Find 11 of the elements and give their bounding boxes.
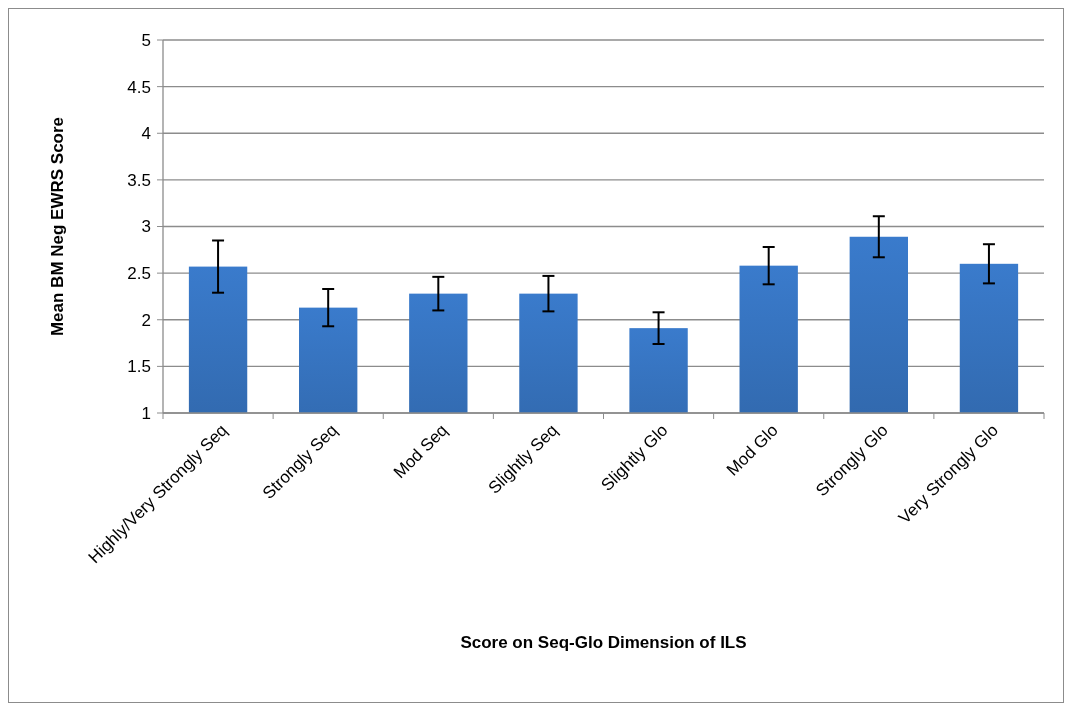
y-tick-label: 1.5 [127, 357, 151, 377]
y-tick-label: 1 [141, 403, 151, 423]
y-tick-label: 5 [141, 30, 151, 50]
x-axis-title: Score on Seq-Glo Dimension of ILS [460, 633, 747, 652]
y-tick-label: 3 [141, 217, 151, 237]
y-tick-label: 4 [141, 124, 151, 144]
y-tick-label: 2.5 [127, 264, 151, 284]
y-axis-title: Mean BM Neg EWRS Score [48, 116, 67, 337]
y-tick-label: 4.5 [127, 77, 151, 97]
y-tick-label: 2 [141, 310, 151, 330]
y-tick-label: 3.5 [127, 170, 151, 190]
